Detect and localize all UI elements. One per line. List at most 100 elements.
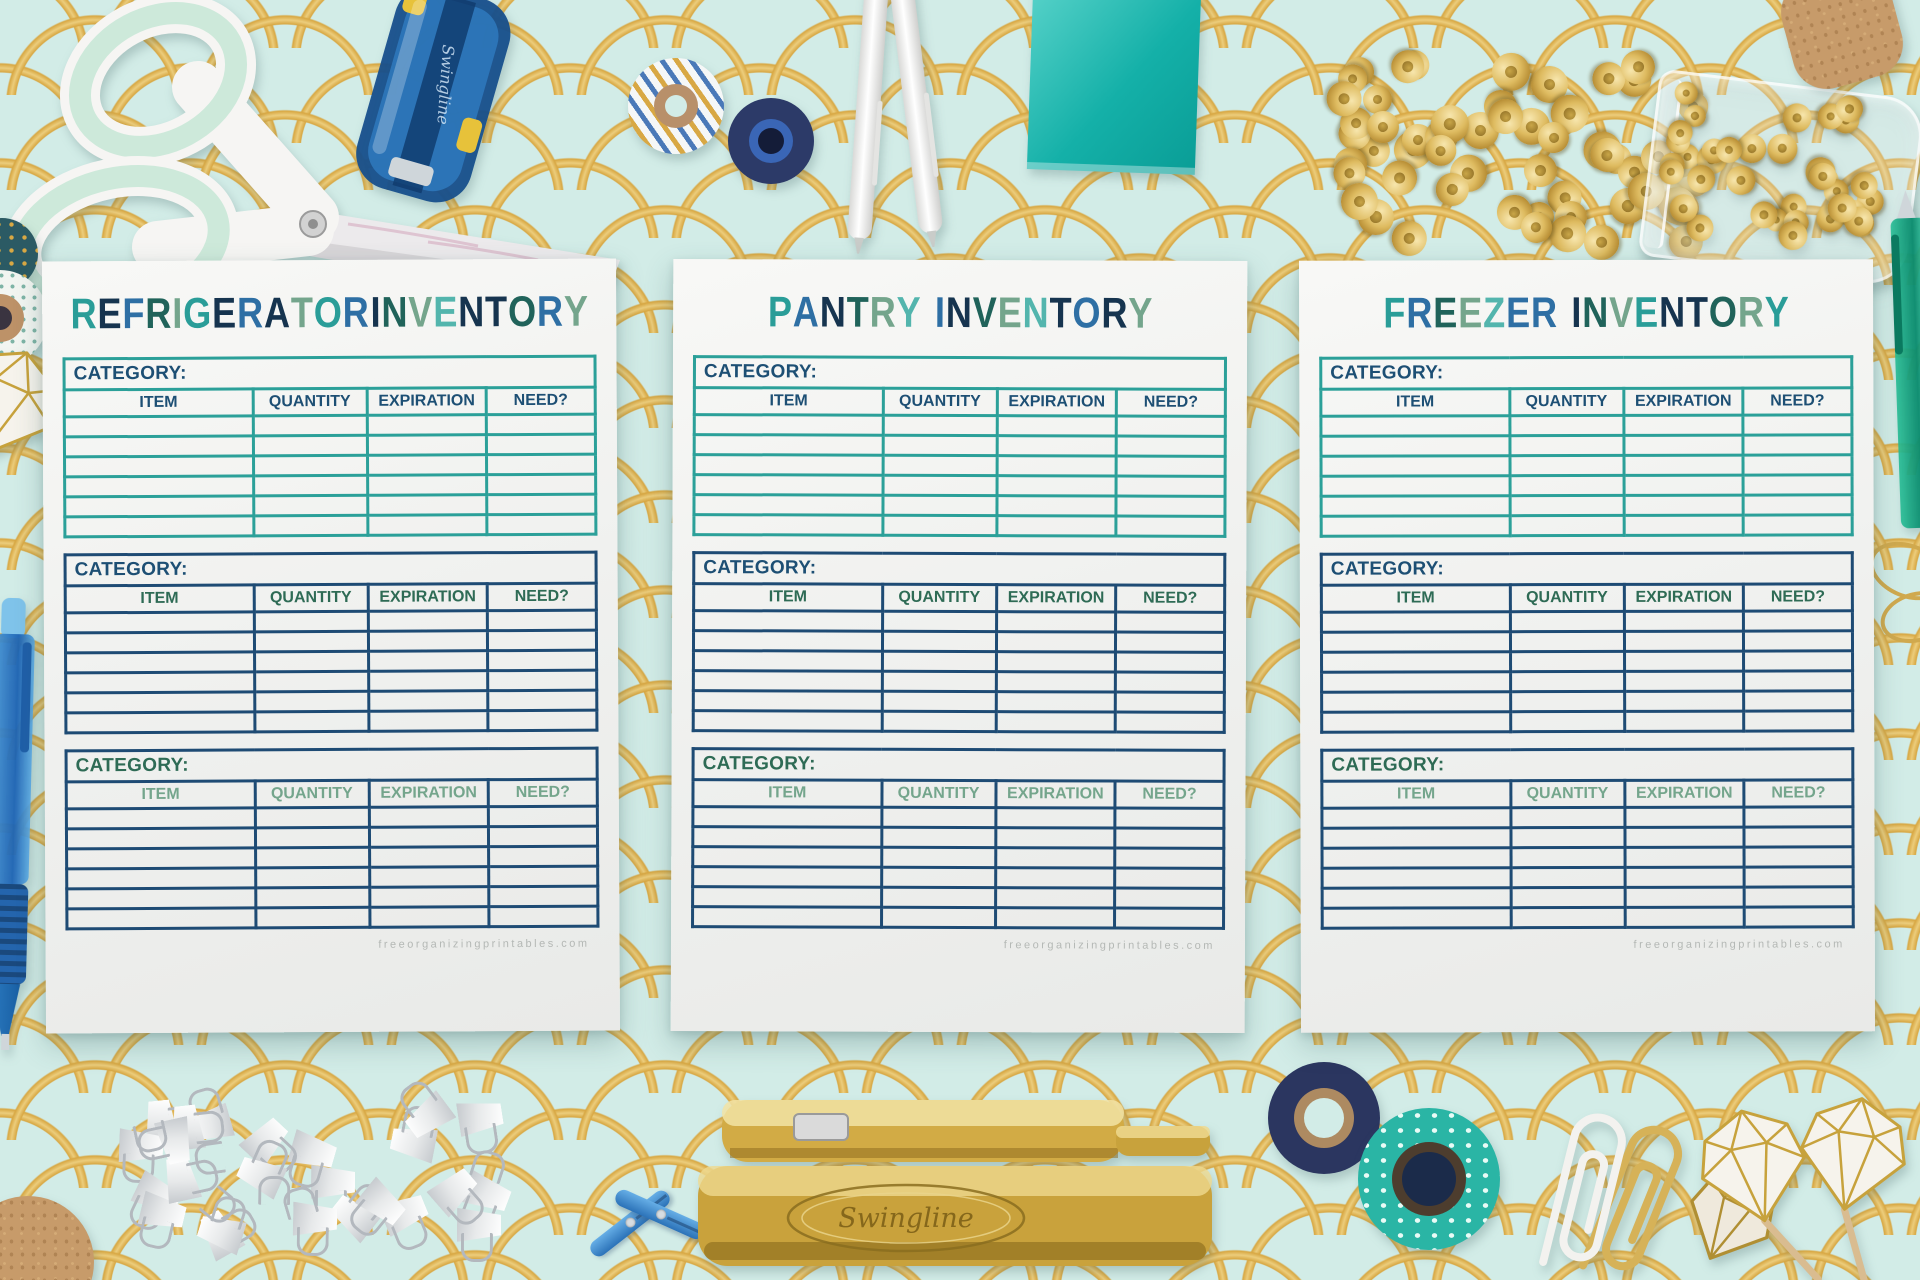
title-letter: R [1406, 288, 1433, 337]
empty-cell [369, 866, 489, 888]
empty-cell [64, 455, 254, 477]
empty-row [65, 710, 597, 733]
empty-cell [486, 494, 596, 515]
title-letter: V [1609, 288, 1634, 337]
empty-cell [369, 826, 489, 848]
column-header: NEED? [1115, 585, 1225, 613]
push-pin-center [1335, 90, 1352, 107]
title-letter: E [97, 289, 122, 338]
push-pin-center [1371, 92, 1385, 106]
empty-cell [882, 611, 997, 632]
title-letter: A [792, 287, 820, 337]
sticky-note-teal [1026, 0, 1202, 175]
column-header: ITEM [694, 387, 883, 416]
empty-cell [882, 495, 997, 516]
column-header: NEED? [487, 583, 597, 611]
empty-row [66, 806, 598, 829]
column-header: EXPIRATION [996, 584, 1116, 613]
empty-row [1321, 454, 1853, 477]
push-pin-center [1723, 144, 1734, 155]
empty-cell [1624, 867, 1745, 888]
title-letter: E [1505, 288, 1531, 337]
empty-cell [1743, 414, 1852, 436]
empty-cell [1743, 670, 1853, 692]
empty-cell [64, 415, 253, 437]
empty-cell [881, 867, 996, 888]
empty-cell [692, 906, 882, 928]
empty-cell [1743, 710, 1853, 732]
tape-hole [1304, 1098, 1344, 1138]
footer-url: freeorganizingprintables.com [378, 937, 590, 951]
empty-cell [692, 846, 882, 868]
title-letter: Z [1483, 288, 1506, 337]
push-pin-center [1791, 112, 1803, 124]
push-pin-center [1674, 127, 1686, 139]
title-letter: T [1685, 288, 1709, 337]
empty-row [65, 650, 597, 673]
empty-cell [1510, 907, 1625, 928]
empty-row [693, 670, 1225, 693]
category-label: CATEGORY: [63, 356, 596, 390]
empty-cell [368, 690, 488, 712]
empty-cell [692, 886, 882, 908]
empty-cell [369, 906, 490, 928]
title-letter: N [945, 288, 972, 337]
empty-cell [1624, 827, 1745, 848]
empty-cell [253, 515, 368, 536]
push-pin-center [1843, 103, 1855, 115]
title-letter: E [1433, 288, 1458, 337]
push-pin-center [1734, 174, 1748, 188]
column-header: QUANTITY [254, 780, 370, 808]
empty-cell [1320, 415, 1510, 437]
green-pen [1889, 189, 1920, 570]
empty-cell [1509, 631, 1625, 652]
empty-cell [881, 711, 996, 732]
push-pin-center [1401, 60, 1414, 73]
empty-row [693, 690, 1225, 713]
empty-cell [693, 690, 882, 712]
push-pin-center [1758, 209, 1769, 220]
empty-row [693, 650, 1225, 673]
empty-cell [367, 454, 487, 476]
push-pin-center [1854, 215, 1865, 226]
empty-cell [1743, 630, 1853, 652]
inventory-table: CATEGORY: ITEM QUANTITY EXPIRATION NEED? [65, 747, 600, 931]
empty-row [1320, 414, 1852, 437]
pen-clip [923, 92, 939, 178]
empty-cell [1510, 827, 1625, 848]
empty-cell [1743, 610, 1853, 632]
empty-row [693, 630, 1225, 653]
column-header: NEED? [488, 779, 598, 807]
title-letter: I [1571, 288, 1582, 337]
title-letter: N [458, 287, 485, 336]
empty-row [694, 454, 1226, 477]
empty-cell [881, 671, 997, 692]
footer-url: freeorganizingprintables.com [1003, 939, 1215, 952]
empty-cell [995, 907, 1115, 929]
empty-cell [1114, 868, 1224, 889]
empty-cell [487, 710, 597, 731]
empty-cell [1321, 611, 1510, 633]
empty-row [1321, 690, 1853, 713]
empty-cell [488, 826, 598, 847]
empty-cell [1116, 416, 1226, 437]
empty-row [693, 494, 1226, 517]
empty-row [692, 906, 1224, 929]
push-pin-center [1401, 230, 1417, 247]
empty-cell [1115, 712, 1225, 733]
white-pen [847, 0, 889, 241]
column-header: QUANTITY [1509, 388, 1624, 416]
empty-cell [1114, 888, 1224, 909]
empty-cell [66, 807, 255, 829]
empty-cell [1623, 475, 1744, 496]
empty-cell [254, 711, 369, 732]
empty-cell [253, 631, 369, 652]
empty-row [692, 866, 1224, 889]
empty-cell [1114, 908, 1224, 929]
empty-cell [1321, 711, 1511, 733]
empty-cell [996, 611, 1116, 633]
category-label: CATEGORY: [693, 748, 1225, 782]
empty-cell [694, 474, 883, 496]
empty-cell [882, 475, 997, 496]
